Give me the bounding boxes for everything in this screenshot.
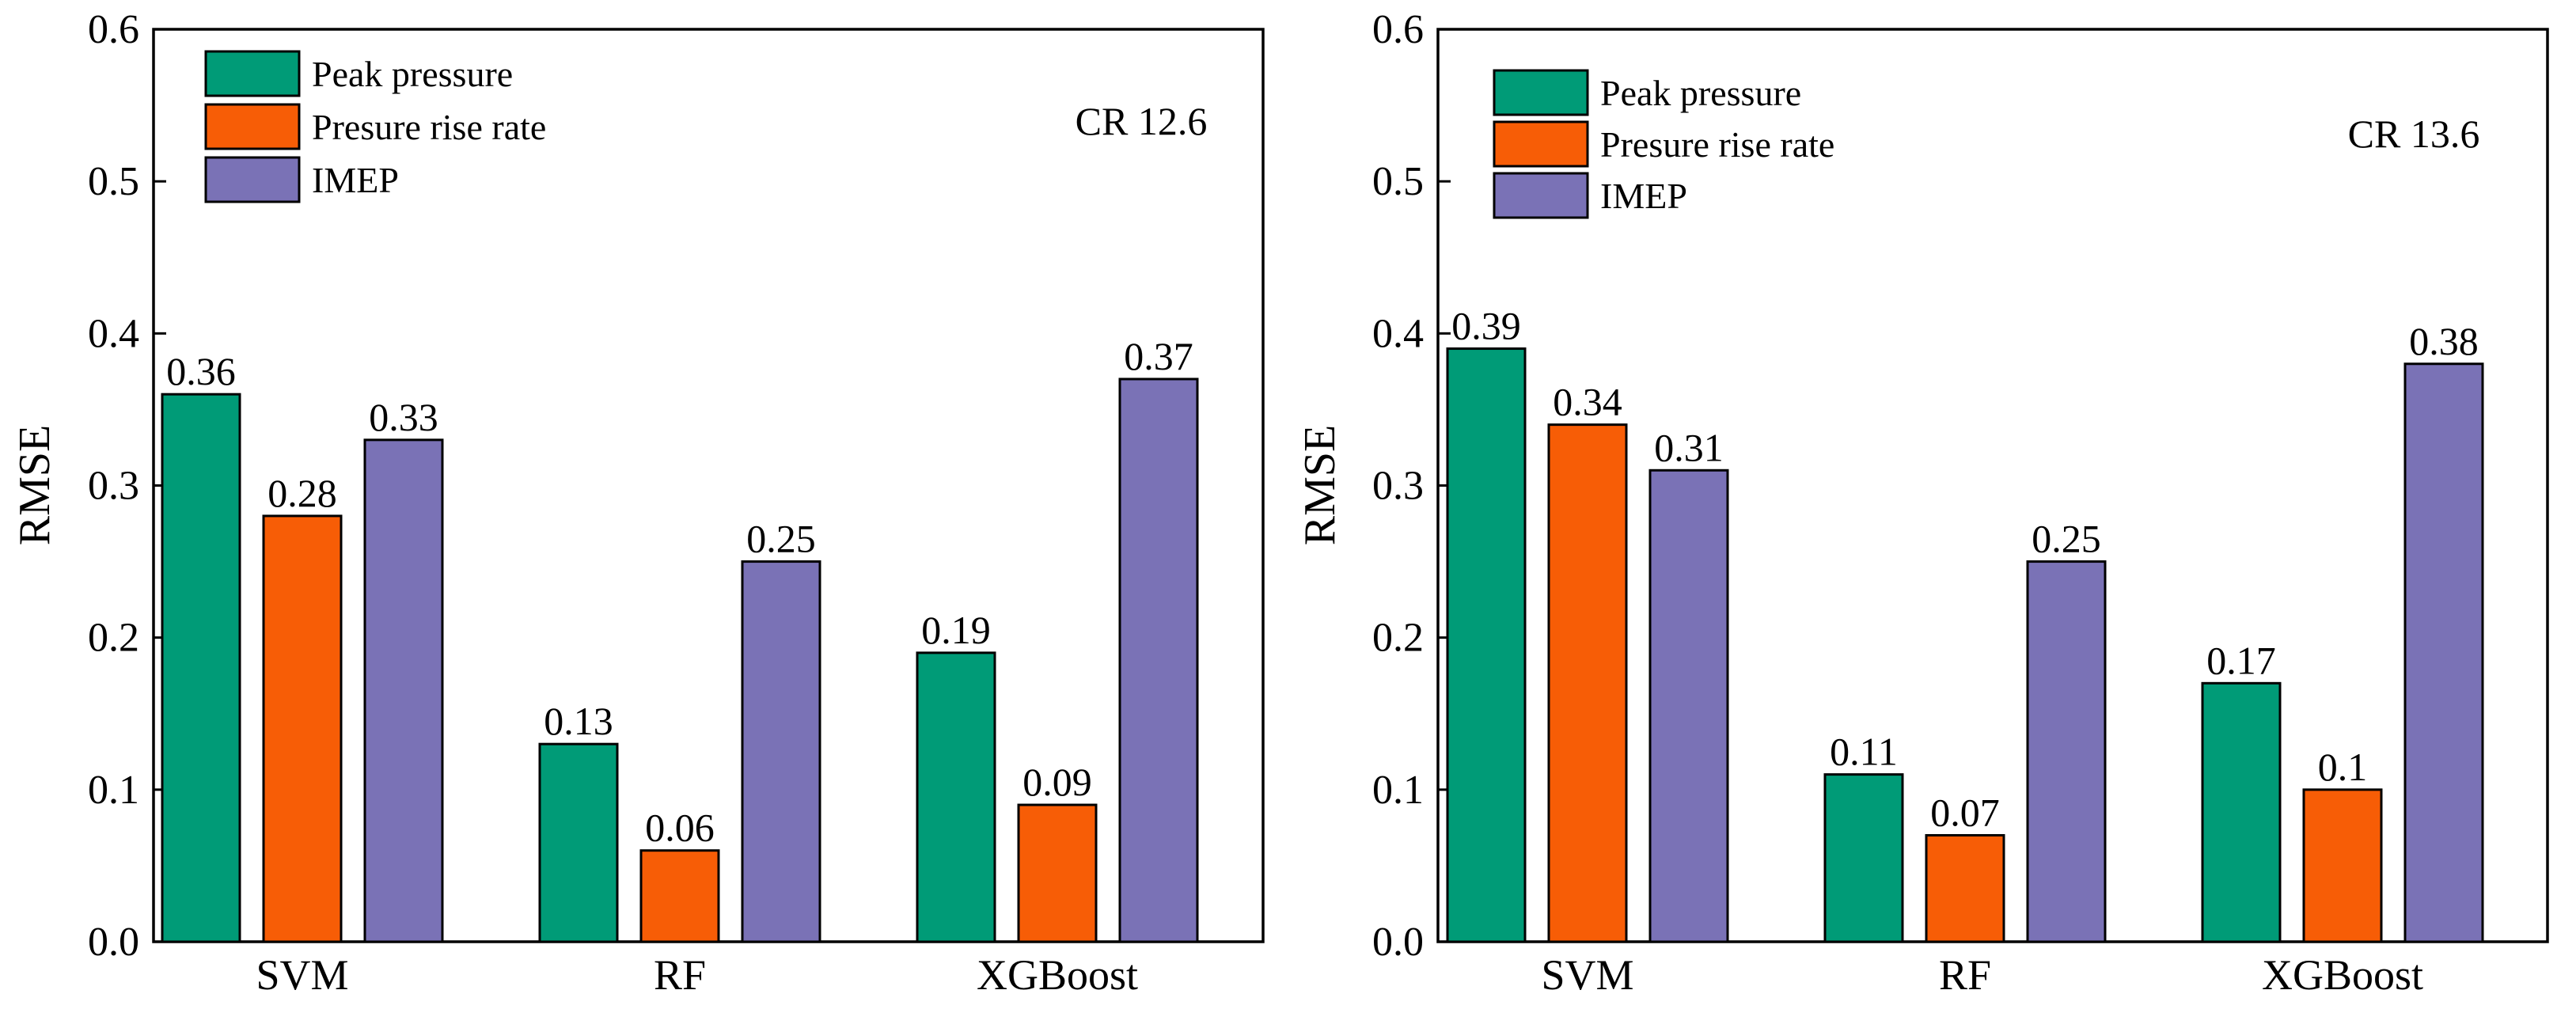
data-label: 0.34 (1553, 380, 1622, 424)
y-tick-label: 0.3 (88, 464, 139, 509)
bar (741, 560, 821, 943)
legend-swatch (204, 103, 301, 150)
data-label: 0.06 (645, 806, 715, 850)
y-tick-label: 0.2 (1372, 616, 1424, 661)
bar (916, 651, 996, 943)
data-label: 0.31 (1654, 425, 1724, 469)
legend-label: IMEP (1600, 176, 1687, 216)
bar (161, 393, 241, 943)
category-labels: SVM RF XGBoost (256, 951, 1138, 999)
y-tick-label: 0.5 (1372, 159, 1424, 204)
bars (161, 377, 1199, 943)
bar (1446, 347, 1527, 943)
data-label: 0.38 (2409, 319, 2479, 363)
bar (1823, 773, 1904, 943)
data-label: 0.07 (1930, 790, 2000, 834)
y-axis-title: RMSE (1296, 425, 1345, 546)
y-tick-label: 0.6 (88, 7, 139, 52)
y-tick-label: 0.1 (1372, 768, 1424, 813)
y-tick-label: 0.2 (88, 616, 139, 661)
category-label: XGBoost (2262, 951, 2423, 999)
category-label: RF (654, 951, 706, 999)
bar (1925, 833, 2005, 943)
y-tick-label: 0.0 (1372, 920, 1424, 965)
data-label: 0.36 (166, 349, 236, 393)
legend-swatch (204, 156, 301, 203)
bar (1017, 803, 1098, 943)
legend: Peak pressure Presure rise rate IMEP (1493, 69, 1834, 219)
bar (2201, 681, 2282, 943)
y-tick-label: 0.6 (1372, 7, 1424, 52)
bar (639, 849, 720, 943)
bar (2403, 362, 2484, 943)
bar (1547, 423, 1628, 943)
data-label: 0.25 (2032, 517, 2101, 561)
y-tick-label: 0.1 (88, 768, 139, 813)
data-label: 0.13 (544, 699, 613, 743)
data-label: 0.17 (2206, 638, 2276, 682)
category-label: SVM (256, 951, 348, 999)
bar (262, 514, 343, 943)
data-label: 0.37 (1124, 334, 1193, 378)
category-label: SVM (1541, 951, 1633, 999)
y-tick-label: 0.3 (1372, 464, 1424, 509)
legend-swatch (1493, 120, 1589, 168)
y-tick-label: 0.4 (88, 311, 139, 356)
legend-label: Peak pressure (1600, 73, 1801, 113)
category-label: XGBoost (977, 951, 1138, 999)
bar (2026, 560, 2107, 943)
data-labels: 0.36 0.13 0.19 0.28 0.06 0.09 0.33 0.25 0.37 (166, 334, 1193, 850)
bar (2302, 788, 2383, 943)
y-tick-labels: 0.0 0.1 0.2 0.3 0.4 0.5 0.6 (1372, 7, 1424, 965)
annotation-label: CR 12.6 (1076, 99, 1208, 143)
data-label: 0.28 (267, 471, 337, 515)
data-label: 0.1 (2318, 745, 2368, 789)
y-tick-label: 0.0 (88, 920, 139, 965)
data-label: 0.39 (1451, 304, 1521, 348)
data-labels: 0.39 0.11 0.17 0.34 0.07 0.1 0.31 0.25 0.38 (1451, 304, 2479, 835)
bar (363, 438, 444, 943)
data-label: 0.11 (1830, 730, 1898, 774)
bar (1648, 468, 1729, 943)
data-label: 0.09 (1022, 760, 1092, 804)
y-tick-label: 0.4 (1372, 311, 1424, 356)
legend-label: IMEP (312, 160, 399, 200)
legend-label: Presure rise rate (312, 107, 546, 147)
annotation-label: CR 13.6 (2348, 112, 2480, 156)
bar (1118, 377, 1199, 943)
data-label: 0.25 (746, 517, 816, 561)
y-axis-title: RMSE (10, 425, 59, 546)
legend-label: Peak pressure (312, 54, 513, 94)
chart-panel-left: 0.00.10.20.30.40.50.6 0.360.130.190.280.… (10, 7, 1265, 999)
legend-swatch (204, 50, 301, 97)
y-tick-label: 0.5 (88, 159, 139, 204)
bars (1446, 347, 2484, 943)
legend: Peak pressure Presure rise rate IMEP (204, 50, 546, 203)
data-label: 0.33 (369, 395, 438, 439)
y-tick-labels: 0.0 0.1 0.2 0.3 0.4 0.5 0.6 (88, 7, 139, 965)
category-label: RF (1939, 951, 1991, 999)
bar (538, 742, 619, 943)
data-label: 0.19 (921, 608, 991, 652)
category-labels: SVM RF XGBoost (1541, 951, 2423, 999)
legend-swatch (1493, 172, 1589, 219)
chart-panel-right: 0.00.10.20.30.40.50.6 0.390.110.170.340.… (1296, 7, 2549, 999)
legend-label: Presure rise rate (1600, 124, 1834, 165)
legend-swatch (1493, 69, 1589, 116)
